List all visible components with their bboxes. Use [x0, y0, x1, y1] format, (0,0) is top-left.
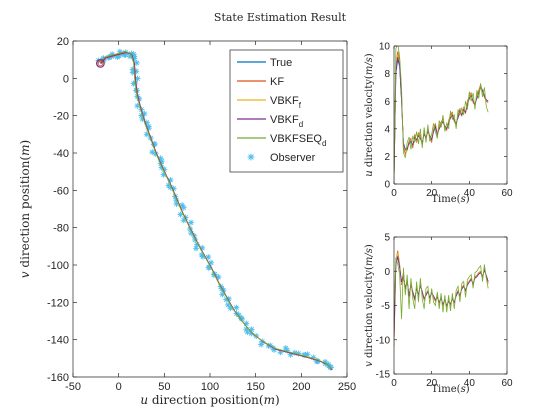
start-point-inner-marker [97, 60, 104, 67]
legend-item: VBKFd [237, 114, 303, 129]
v-velocity-axes: 0 20 40 60 -15 -10 -5 0 5 Time(s) v direction velo… [364, 233, 513, 395]
observer-point [177, 211, 184, 218]
legend-star-swatch [247, 153, 255, 161]
legend: True KF VBKFf VBKFd VBKFSEQd Observer [229, 49, 344, 173]
u_velocity-x-axis-label: Time(s) [431, 194, 469, 205]
legend-label: VBKFSEQd [270, 133, 326, 148]
figure-title: State Estimation Result [214, 11, 347, 24]
position-y-tick-label: -120 [47, 297, 69, 309]
v_velocity-y-tick-label: -10 [376, 335, 391, 346]
position-y-tick-label: -140 [47, 335, 69, 347]
position-y-tick-label: -60 [53, 185, 69, 197]
position-y-tick-label: -160 [47, 372, 69, 384]
observer-point [193, 245, 200, 252]
observer-point [205, 254, 212, 261]
u_velocity-y-tick-label: 0 [384, 180, 390, 191]
u-velocity-axes: 0 20 40 60 0 2 4 6 8 10 Time(s) u direction velocit… [364, 42, 513, 205]
position-y-tick-label: 20 [57, 36, 69, 48]
legend-box [229, 49, 344, 173]
u_velocity-y-tick-label: 10 [379, 42, 391, 53]
u_velocity-x-tick-label: 20 [426, 188, 438, 199]
v_velocity-x-tick-label: 20 [426, 378, 438, 389]
position-y-tick-label: -20 [53, 111, 69, 123]
position-y-axis-label: v direction position(m) [18, 140, 32, 278]
v_velocity-x-tick-label: 60 [501, 378, 513, 389]
position-y-tick-label: -80 [53, 223, 69, 235]
v_velocity-plot-content [394, 250, 489, 347]
observer-point [227, 305, 234, 312]
position-x-tick-label: 150 [246, 381, 264, 393]
start-point-marker [95, 59, 105, 68]
u_velocity-y-tick-label: 8 [384, 69, 390, 80]
position-x-tick-label: 200 [292, 381, 310, 393]
position-y-tick-label: 0 [63, 73, 69, 85]
u_velocity-y-tick-label: 4 [384, 124, 390, 135]
legend-item: True [237, 57, 292, 69]
legend-item: VBKFSEQd [237, 133, 326, 148]
position-x-tick-label: 50 [158, 381, 170, 393]
legend-label: Observer [270, 152, 316, 164]
u_velocity-plot-content [394, 46, 489, 182]
observer-point [233, 304, 240, 311]
u_velocity-y-tick-label: 6 [384, 97, 390, 108]
legend-label: KF [270, 76, 284, 88]
position-y-tick-label: -100 [47, 260, 69, 272]
u_velocity-y-axis-label: u direction velocity(m/s) [364, 53, 375, 177]
observer-point [219, 291, 226, 298]
observer-point [304, 351, 311, 358]
v_velocity-y-axis-label: v direction velocity(m/s) [364, 244, 375, 367]
v_velocity-y-tick-label: -15 [376, 370, 391, 381]
v_velocity-x-axis-label: Time(s) [431, 384, 469, 395]
u_velocity-y-tick-label: 2 [384, 152, 390, 163]
observer-point [258, 341, 265, 348]
legend-label: VBKFd [270, 114, 303, 129]
position-y-tick-label: -40 [53, 148, 69, 160]
position-x-tick-label: 0 [116, 381, 122, 393]
vbkfseq_d-trajectory [99, 51, 332, 370]
position-plot-content [95, 48, 334, 371]
v_velocity-x-tick-label: 0 [391, 378, 397, 389]
u_velocity-x-tick-label: 40 [464, 188, 476, 199]
u_velocity-x-tick-label: 60 [501, 188, 513, 199]
position-x-axis-label: u direction position(m) [140, 393, 279, 407]
observer-point [188, 219, 195, 226]
observer-point [180, 204, 187, 211]
legend-item: KF [237, 76, 284, 88]
u_velocity-x-tick-label: 0 [391, 188, 397, 199]
v_velocity-x-tick-label: 40 [464, 378, 476, 389]
legend-item: VBKFf [237, 95, 302, 110]
vbkfseq_d-series [394, 46, 489, 178]
position-x-tick-label: 250 [338, 381, 356, 393]
legend-label: True [270, 57, 292, 69]
v_velocity-y-tick-label: 5 [384, 233, 390, 244]
legend-item: Observer [247, 152, 316, 164]
position-x-tick-label: -50 [65, 381, 81, 393]
legend-label: VBKFf [270, 95, 302, 110]
v_velocity-y-tick-label: 0 [384, 267, 390, 278]
v_velocity-y-tick-label: -5 [381, 301, 390, 312]
position-x-tick-label: 100 [201, 381, 219, 393]
vbkfseq_d-series [394, 257, 489, 320]
